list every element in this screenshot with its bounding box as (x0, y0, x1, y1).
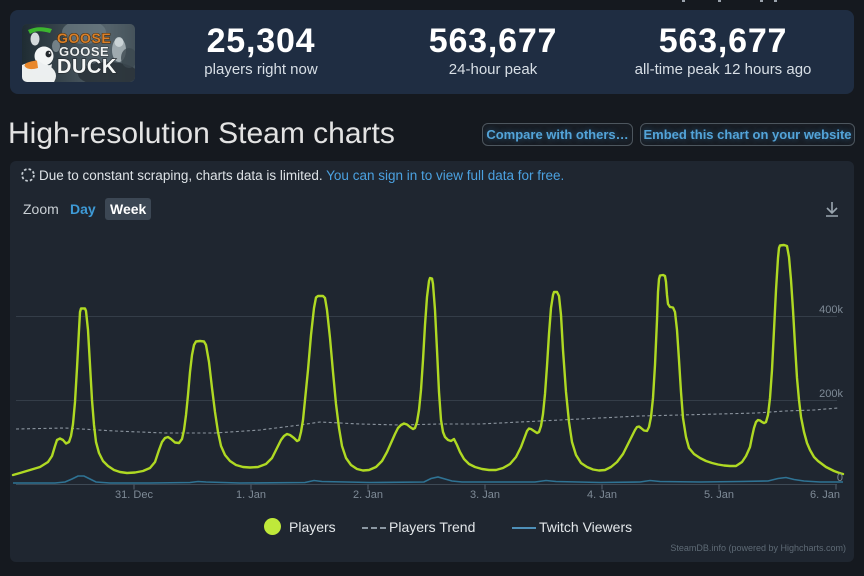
svg-text:DUCK: DUCK (57, 56, 117, 78)
svg-text:GOOSE: GOOSE (57, 30, 111, 46)
svg-text:GOOSE: GOOSE (59, 44, 109, 59)
